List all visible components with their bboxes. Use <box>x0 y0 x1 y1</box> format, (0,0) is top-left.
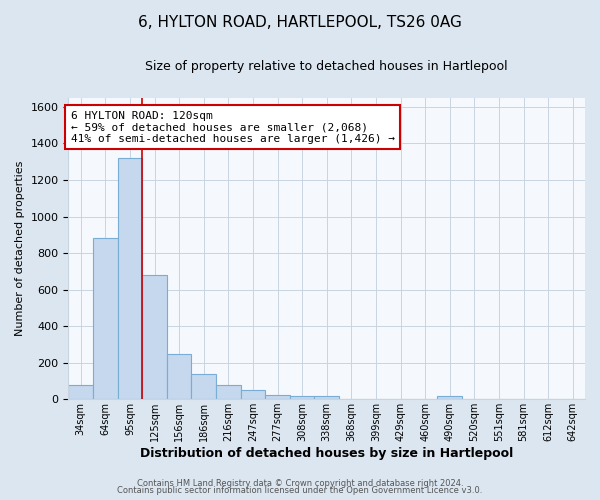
Text: Contains public sector information licensed under the Open Government Licence v3: Contains public sector information licen… <box>118 486 482 495</box>
Bar <box>167 354 191 399</box>
Y-axis label: Number of detached properties: Number of detached properties <box>15 161 25 336</box>
Bar <box>314 396 339 399</box>
Bar <box>290 396 314 399</box>
Bar <box>68 384 93 399</box>
Bar <box>265 394 290 399</box>
X-axis label: Distribution of detached houses by size in Hartlepool: Distribution of detached houses by size … <box>140 447 514 460</box>
Bar <box>216 384 241 399</box>
Bar <box>241 390 265 399</box>
Title: Size of property relative to detached houses in Hartlepool: Size of property relative to detached ho… <box>145 60 508 73</box>
Text: Contains HM Land Registry data © Crown copyright and database right 2024.: Contains HM Land Registry data © Crown c… <box>137 478 463 488</box>
Text: 6, HYLTON ROAD, HARTLEPOOL, TS26 0AG: 6, HYLTON ROAD, HARTLEPOOL, TS26 0AG <box>138 15 462 30</box>
Bar <box>191 374 216 399</box>
Bar <box>142 275 167 399</box>
Bar <box>437 396 462 399</box>
Bar <box>118 158 142 399</box>
Bar <box>93 238 118 399</box>
Text: 6 HYLTON ROAD: 120sqm
← 59% of detached houses are smaller (2,068)
41% of semi-d: 6 HYLTON ROAD: 120sqm ← 59% of detached … <box>71 110 395 144</box>
